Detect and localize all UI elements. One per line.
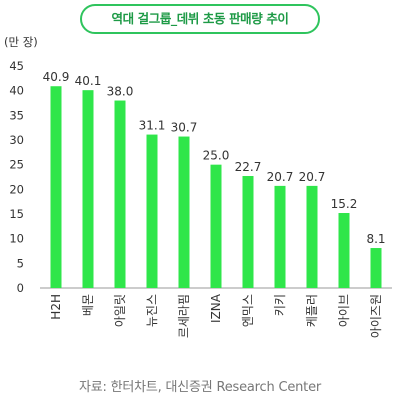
y-tick-label: 45 (9, 59, 24, 73)
category-label: 르세라핌 (177, 294, 191, 338)
y-tick-label: 0 (17, 281, 24, 295)
y-tick-label: 10 (9, 232, 24, 246)
data-label: 31.1 (139, 119, 166, 133)
y-tick-label: 5 (17, 256, 24, 270)
source-note: 자료: 한터차트, 대신증권 Research Center (78, 380, 322, 395)
bar-1 (82, 90, 94, 288)
data-label: 40.1 (75, 74, 102, 88)
category-label: 키키 (273, 294, 287, 316)
bar-0 (50, 86, 62, 288)
bar-8 (306, 185, 318, 288)
data-label: 8.1 (366, 232, 385, 246)
y-tick-label: 35 (9, 108, 24, 122)
y-axis-unit-label: (만 장) (4, 35, 38, 49)
y-tick-label: 15 (9, 207, 24, 221)
category-label: IZNA (209, 293, 223, 323)
data-label: 40.9 (43, 70, 70, 84)
data-label: 15.2 (331, 197, 358, 211)
category-label: 베몬 (81, 294, 95, 316)
data-label: 20.7 (267, 170, 294, 184)
data-label: 38.0 (107, 85, 134, 99)
bar-2 (114, 100, 126, 289)
category-label: 케플러 (305, 294, 319, 327)
data-label: 20.7 (299, 170, 326, 184)
chart-title: 역대 걸그룹_데뷔 초동 판매량 추이 (80, 4, 320, 34)
bar-10 (370, 248, 382, 288)
bar-5 (210, 164, 222, 288)
category-label: 아이브 (337, 294, 351, 327)
y-tick-label: 40 (9, 84, 24, 98)
category-label: 아이즈원 (369, 294, 383, 338)
category-label: H2H (49, 294, 63, 320)
bar-3 (146, 134, 158, 288)
category-label: 아일릿 (113, 294, 127, 327)
bar-4 (178, 136, 190, 288)
y-tick-label: 20 (9, 182, 24, 196)
y-tick-label: 30 (9, 133, 24, 147)
bar-9 (338, 213, 350, 288)
y-tick-label: 25 (9, 158, 24, 172)
data-label: 25.0 (203, 149, 230, 163)
category-label: 뉴진스 (145, 294, 159, 327)
data-label: 22.7 (235, 160, 262, 174)
bar-7 (274, 185, 286, 288)
data-label: 30.7 (171, 121, 198, 135)
bar-6 (242, 176, 254, 288)
category-label: 엔믹스 (241, 294, 255, 327)
